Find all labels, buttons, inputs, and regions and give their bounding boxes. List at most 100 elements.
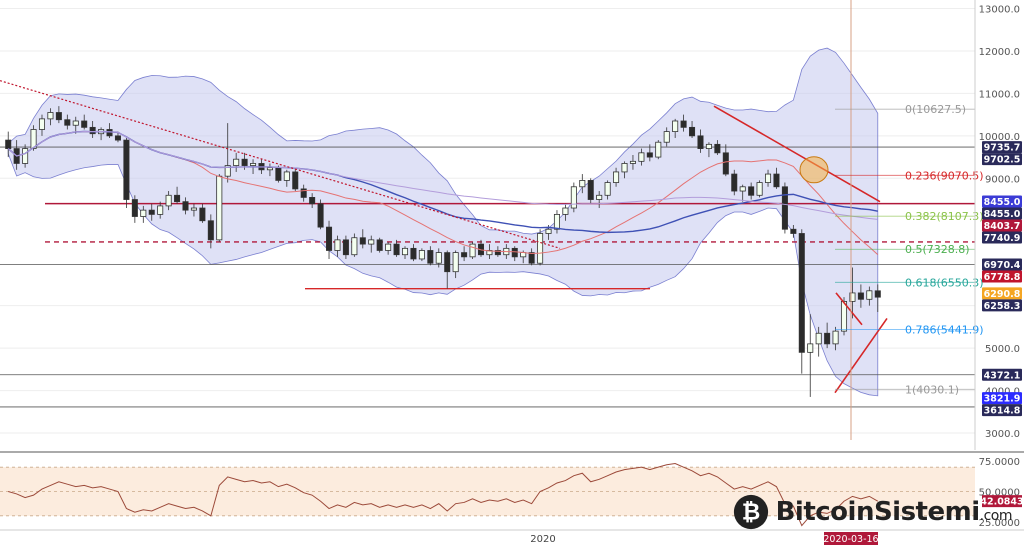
candle-down: [318, 204, 323, 227]
price-tag-label: 8403.7: [984, 221, 1021, 232]
candle: [377, 238, 382, 253]
bollinger-bands: [8, 48, 878, 396]
candle-down: [588, 180, 593, 199]
candle-down: [681, 121, 686, 127]
candle-down: [90, 127, 95, 133]
candle-up: [166, 195, 171, 206]
candle-up: [453, 253, 458, 272]
candle-down: [875, 291, 880, 297]
candle-up: [867, 291, 872, 299]
price-tag-label: 8455.0: [984, 209, 1021, 220]
price-tick-label: 13000.0: [979, 4, 1020, 15]
candle-up: [757, 183, 762, 196]
candle-up: [537, 233, 542, 263]
price-tag-label: 6778.8: [984, 272, 1021, 283]
candle: [124, 138, 129, 208]
candle-down: [799, 233, 804, 352]
candle-up: [141, 210, 146, 216]
candle-up: [73, 121, 78, 125]
candle-down: [107, 129, 112, 135]
candle-up: [613, 172, 618, 183]
candle: [799, 229, 804, 373]
candle-up: [250, 163, 255, 165]
candle-up: [605, 183, 610, 196]
fib-label: 0.236(9070.5): [905, 169, 984, 182]
candle-down: [310, 197, 315, 203]
candle-down: [124, 140, 129, 199]
candle-down: [782, 187, 787, 229]
candle-up: [436, 253, 441, 264]
candle: [656, 140, 661, 159]
candle-up: [191, 208, 196, 210]
candle-down: [529, 253, 534, 264]
candle-up: [234, 159, 239, 165]
candle-up: [386, 244, 391, 250]
candle-down: [293, 172, 298, 189]
time-axis: 2020 2020-03-16: [0, 530, 1024, 545]
fib-label: 1(4030.1): [905, 383, 959, 396]
candle-down: [115, 136, 120, 140]
candle-up: [580, 180, 585, 186]
fib-label: 0.5(7328.8): [905, 243, 970, 256]
candle-down: [360, 238, 365, 244]
candle-down: [149, 210, 154, 214]
crosshair-date-label: 2020-03-16: [823, 534, 878, 545]
candle: [132, 195, 137, 223]
bitcoin-logo-icon: ₿: [732, 493, 770, 531]
candle-up: [352, 238, 357, 255]
price-tag-label: 9702.5: [984, 155, 1021, 166]
svg-text:₿: ₿: [741, 500, 760, 526]
fib-label: 0.618(6550.3): [905, 276, 984, 289]
candle-up: [597, 195, 602, 199]
candle-up: [639, 153, 644, 161]
candle-down: [791, 229, 796, 233]
candle: [419, 248, 424, 261]
candle: [537, 229, 542, 265]
candle-down: [208, 221, 213, 240]
candle-down: [174, 195, 179, 201]
rsi-tick-label: 75.0000: [979, 457, 1020, 468]
price-tag-label: 6290.8: [984, 289, 1021, 300]
candle-up: [816, 333, 821, 344]
candle-up: [765, 174, 770, 182]
candle-down: [200, 208, 205, 221]
candle-down: [774, 174, 779, 187]
candle: [318, 200, 323, 230]
candle-down: [723, 153, 728, 174]
candle-down: [411, 248, 416, 259]
candle-down: [326, 227, 331, 250]
watermark-brand: BitcoinSistemi.com: [776, 497, 1012, 527]
candle-up: [622, 163, 627, 171]
candle-up: [419, 250, 424, 258]
fib-label: 0.786(5441.9): [905, 323, 984, 336]
candle-down: [461, 253, 466, 257]
candle-up: [833, 331, 838, 344]
candle-down: [276, 168, 281, 181]
candle-down: [715, 144, 720, 152]
candle-down: [732, 174, 737, 191]
candle-up: [158, 206, 163, 214]
candle-down: [512, 248, 517, 256]
price-tag-label: 4372.1: [984, 370, 1021, 381]
candle-up: [402, 248, 407, 254]
watermark: ₿ BitcoinSistemi.com: [732, 493, 1012, 531]
candle-up: [48, 113, 53, 119]
candle-up: [630, 161, 635, 163]
candle-up: [740, 187, 745, 191]
candle: [217, 174, 222, 242]
time-tick-label: 2020: [530, 534, 555, 545]
candle: [571, 183, 576, 213]
price-tick-label: 5000.0: [985, 344, 1020, 355]
candle-up: [664, 132, 669, 143]
candle-up: [217, 176, 222, 240]
candle-down: [183, 202, 188, 210]
candle-down: [749, 187, 754, 195]
candle-up: [39, 119, 44, 130]
candle-down: [242, 159, 247, 165]
bollinger-fill: [8, 48, 878, 396]
candle-up: [369, 240, 374, 244]
candle: [757, 180, 762, 197]
price-tick-label: 3000.0: [985, 429, 1020, 440]
